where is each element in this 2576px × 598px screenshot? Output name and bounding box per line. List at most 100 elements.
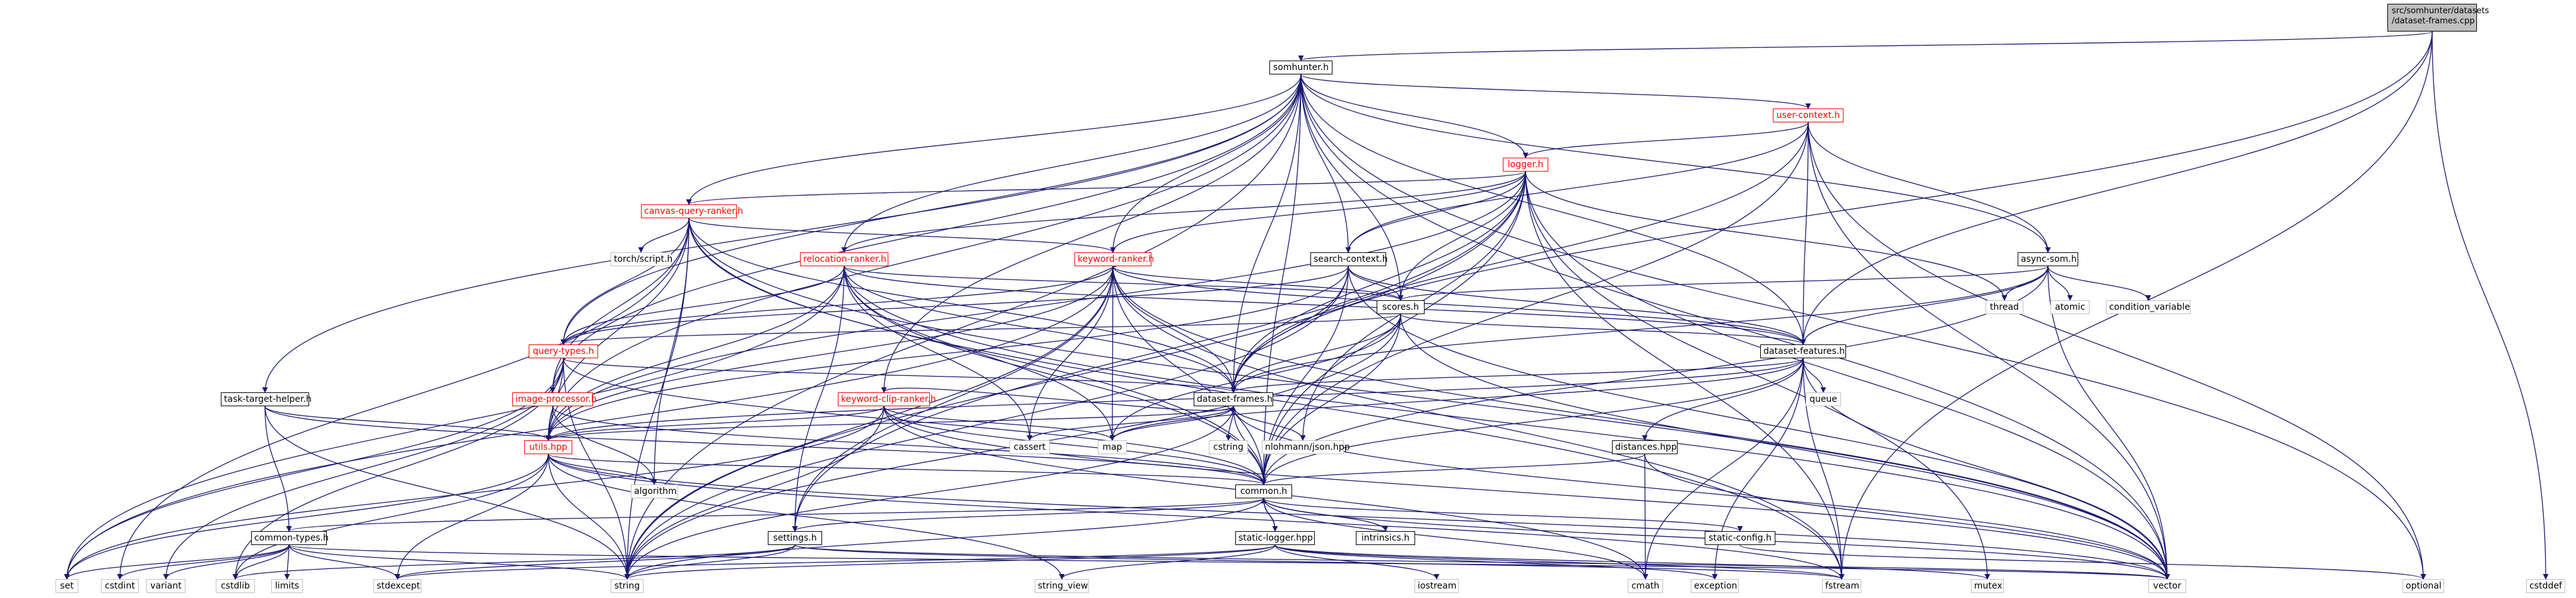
edge-keyword-to-map: [1109, 266, 1115, 441]
node-search-context-h[interactable]: search-context.h: [1310, 252, 1388, 266]
edge-reloc-to-vector: [844, 266, 2170, 580]
edge-querytypes-to-set: [64, 358, 564, 580]
node-canvas-query-ranker-h[interactable]: canvas-query-ranker.h: [641, 204, 743, 218]
node-keyword-clip-ranker-h[interactable]: keyword-clip-ranker.h: [838, 392, 936, 406]
node-cstring[interactable]: cstring: [1209, 440, 1248, 454]
node-static-config-h[interactable]: static-config.h: [1705, 531, 1775, 545]
node-string-view[interactable]: string_view: [1035, 579, 1089, 593]
edge-dsframes-to-cassert: [1026, 406, 1234, 441]
node-image-processor-h[interactable]: image-processor.h: [512, 392, 597, 406]
node-common-h[interactable]: common.h: [1235, 484, 1292, 498]
root-node-dataset-frames-cpp[interactable]: src/somhunter/datasets /dataset-frames.c…: [2387, 4, 2489, 32]
node-exception[interactable]: exception: [1691, 579, 1739, 593]
node-variant[interactable]: variant: [146, 579, 185, 593]
edge-canvas-to-keyword: [688, 218, 1116, 253]
edge-root-to-dsfeat: [1800, 31, 2433, 345]
node-scores-h[interactable]: scores.h: [1377, 300, 1425, 314]
edge-scores-to-dsframes: [1230, 314, 1401, 393]
node-fstream[interactable]: fstream: [1822, 579, 1861, 593]
node-limits[interactable]: limits: [271, 579, 303, 593]
node-stdexcept[interactable]: stdexcept: [373, 579, 421, 593]
node-cstdlib[interactable]: cstdlib: [216, 579, 255, 593]
node-cmath[interactable]: cmath: [1628, 579, 1663, 593]
node-distances-hpp[interactable]: distances.hpp: [1612, 440, 1678, 454]
node-map[interactable]: map: [1098, 440, 1127, 454]
edge-canvas-to-querytypes: [560, 218, 690, 345]
edge-canvas-to-torch: [638, 218, 690, 253]
edge-root-to-dsframes: [1230, 31, 2433, 393]
edge-somhunter-to-vector: [1300, 74, 2170, 580]
edge-logger-to-searchctx: [1345, 171, 1526, 253]
node-queue[interactable]: queue: [1806, 392, 1841, 406]
edge-asyncsom-to-atomic: [2047, 266, 2073, 301]
edge-usercontext-to-dsframes: [1230, 122, 1809, 393]
node-cassert[interactable]: cassert: [1009, 440, 1050, 454]
node-settings-h[interactable]: settings.h: [768, 531, 822, 545]
node-async-som-h[interactable]: async-som.h: [2018, 252, 2078, 266]
edge-staticlogger-to-mutex: [1274, 544, 1991, 580]
node-string[interactable]: string: [611, 579, 644, 593]
edge-kwclip-to-map: [883, 406, 1115, 441]
node-task-target-helper-h[interactable]: task-target-helper.h: [221, 392, 312, 406]
node-intrinsics-h[interactable]: intrinsics.h: [1356, 531, 1415, 545]
edge-somhunter-to-searchctx: [1300, 74, 1351, 253]
edge-canvas-to-imgproc: [550, 218, 690, 393]
edge-querytypes-to-common: [563, 358, 1267, 485]
edge-keyword-to-common: [1112, 266, 1267, 485]
node-thread[interactable]: thread: [1985, 300, 2023, 314]
edge-keyword-to-dsframes: [1112, 266, 1237, 393]
node-vector[interactable]: vector: [2148, 579, 2186, 593]
edge-usercontext-to-common: [1261, 122, 1809, 485]
edge-staticlogger-to-stdexcept: [394, 544, 1276, 580]
edge-reloc-to-map: [844, 266, 1115, 441]
node-iostream[interactable]: iostream: [1414, 579, 1459, 593]
node-static-logger-hpp[interactable]: static-logger.hpp: [1235, 531, 1315, 545]
edge-settings-to-string: [624, 544, 796, 580]
edge-dsframes-to-common: [1233, 406, 1267, 485]
node-dataset-frames-h[interactable]: dataset-frames.h: [1194, 392, 1273, 406]
node-somhunter-h[interactable]: somhunter.h: [1269, 61, 1332, 74]
edge-commontypes-to-limits: [284, 544, 290, 580]
edge-common-to-settings: [792, 498, 1264, 532]
node-common-types-h[interactable]: common-types.h: [251, 531, 329, 545]
edge-keyword-to-dsfeat: [1112, 266, 1806, 345]
edge-usercontext-to-vector: [1808, 122, 2170, 580]
edge-staticlogger-to-exception: [1274, 544, 1718, 580]
node-optional[interactable]: optional: [2403, 579, 2444, 593]
node-torch-script-h[interactable]: torch/script.h: [611, 252, 673, 266]
edge-usercontext-to-searchctx: [1345, 122, 1809, 253]
edge-utils-to-common: [548, 454, 1267, 485]
node-cstdint[interactable]: cstdint: [101, 579, 139, 593]
node-algorithm[interactable]: algorithm: [631, 484, 678, 498]
edge-keyword-to-scores: [1112, 266, 1404, 301]
node-logger-h[interactable]: logger.h: [1503, 158, 1548, 172]
node-cstddef[interactable]: cstddef: [2526, 579, 2565, 593]
node-nlohmann-json-hpp[interactable]: nlohmann/json.hpp: [1262, 440, 1350, 454]
edge-commontypes-to-string: [288, 544, 630, 580]
edge-asyncsom-to-dsframes: [1230, 266, 2049, 393]
edge-utils-to-set: [64, 454, 549, 580]
edge-reloc-to-utils: [545, 266, 845, 441]
edge-somhunter-to-dsfeat: [1300, 74, 1806, 345]
node-keyword-ranker-h[interactable]: keyword-ranker.h: [1074, 252, 1154, 266]
node-condition-variable[interactable]: condition_variable: [2106, 300, 2191, 314]
edge-keyword-to-set: [64, 266, 1114, 580]
node-atomic[interactable]: atomic: [2050, 300, 2090, 314]
edge-logger-to-vector: [1525, 171, 2170, 580]
node-utils-hpp[interactable]: utils.hpp: [524, 440, 572, 454]
node-user-context-h[interactable]: user-context.h: [1773, 108, 1844, 122]
edge-tasktarget-to-utils: [264, 406, 551, 441]
node-dataset-features-h[interactable]: dataset-features.h: [1760, 344, 1846, 358]
edge-somhunter-to-keyword: [1110, 74, 1302, 253]
edge-searchctx-to-querytypes: [560, 266, 1349, 345]
node-query-types-h[interactable]: query-types.h: [529, 344, 598, 358]
node-relocation-ranker-h[interactable]: relocation-ranker.h: [800, 252, 888, 266]
node-set[interactable]: set: [56, 579, 78, 593]
node-mutex[interactable]: mutex: [1971, 579, 2004, 593]
edge-reloc-to-querytypes: [560, 266, 845, 345]
edge-keyword-to-settings: [792, 266, 1114, 532]
edge-dsframes-to-utils: [545, 406, 1234, 441]
edge-settings-to-cstdlib: [232, 544, 796, 580]
edge-canvas-to-vector: [688, 218, 2170, 580]
